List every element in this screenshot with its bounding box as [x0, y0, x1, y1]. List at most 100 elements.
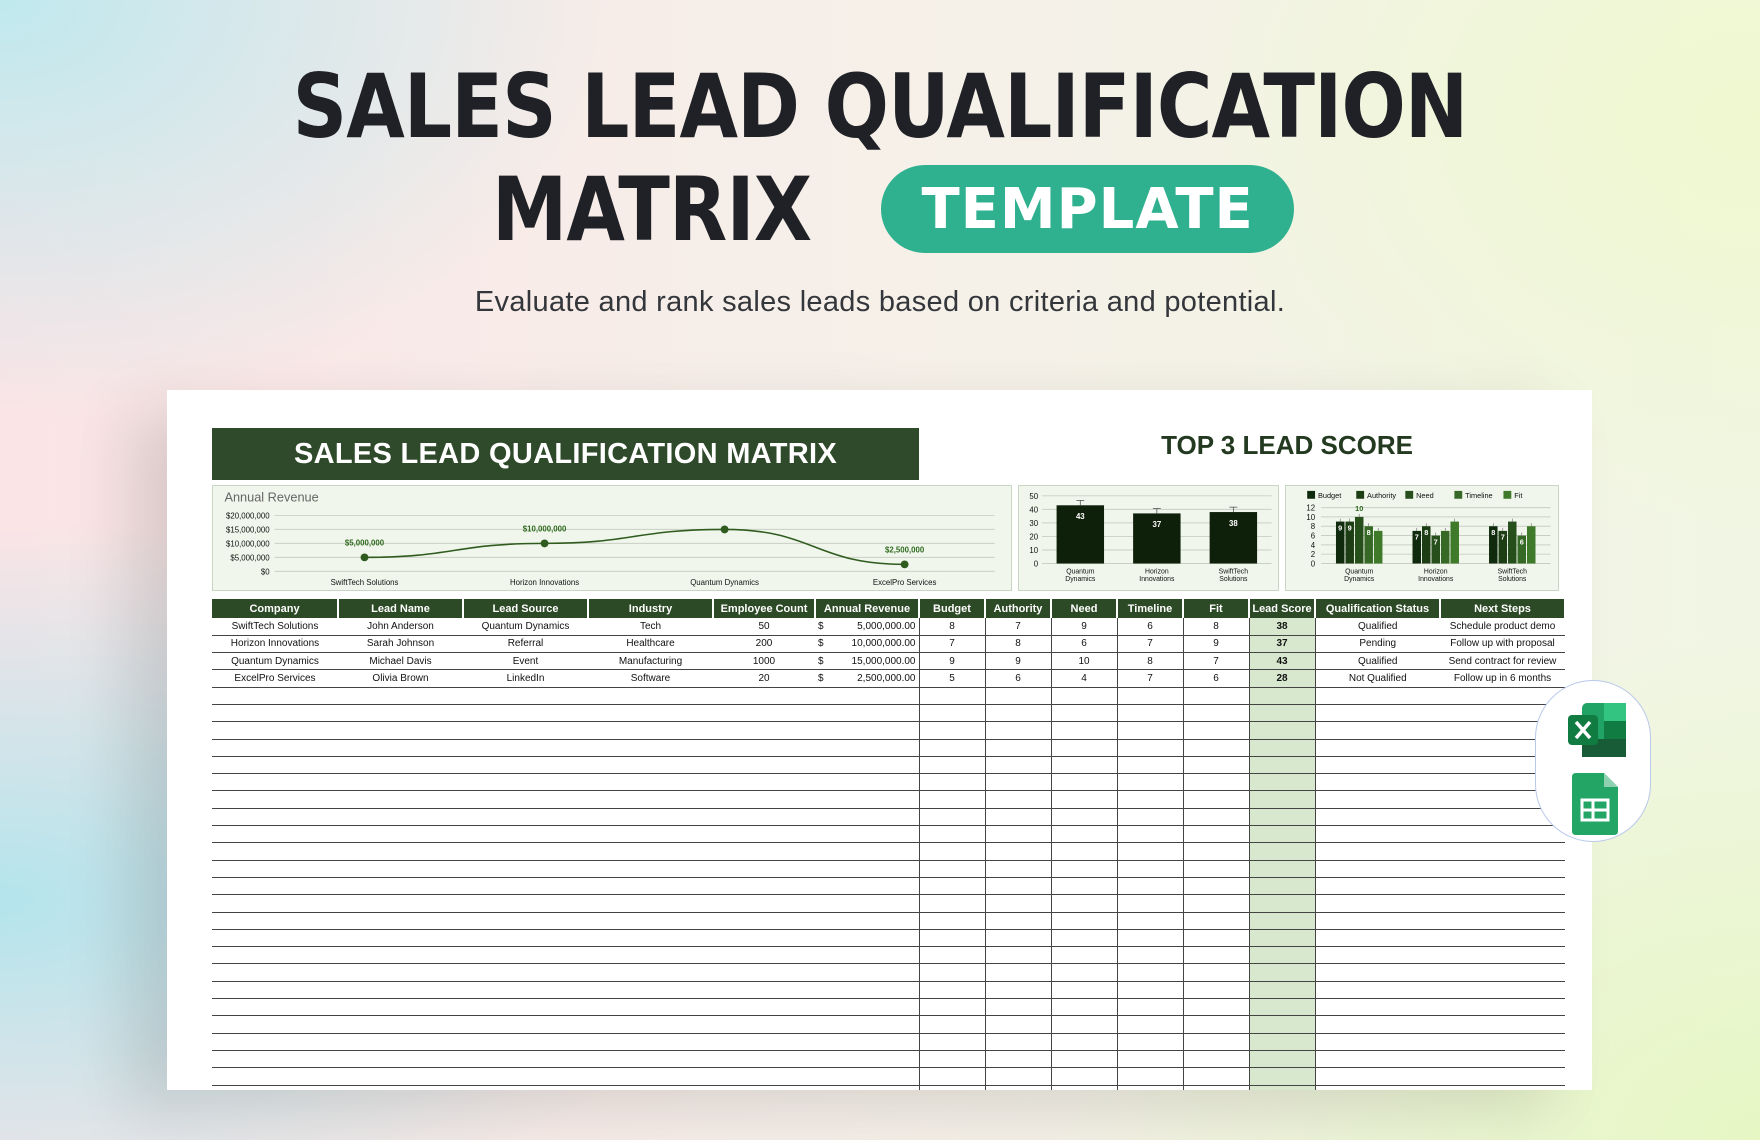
empty-cell[interactable]: [212, 946, 338, 965]
empty-cell[interactable]: [1051, 1033, 1118, 1051]
empty-cell[interactable]: [1183, 998, 1250, 1017]
empty-cell[interactable]: [338, 773, 463, 792]
empty-cell[interactable]: [1440, 808, 1565, 827]
empty-cell[interactable]: [338, 1033, 463, 1051]
empty-cell[interactable]: [1117, 739, 1184, 757]
empty-cell[interactable]: [1249, 1067, 1316, 1086]
empty-cell[interactable]: [463, 1050, 588, 1069]
empty-cell[interactable]: [212, 912, 338, 930]
empty-cell[interactable]: [919, 1067, 986, 1086]
empty-cell[interactable]: [1440, 1050, 1565, 1069]
empty-cell[interactable]: [1440, 1033, 1565, 1051]
empty-cell[interactable]: [815, 912, 920, 930]
empty-cell[interactable]: [1051, 687, 1118, 705]
empty-cell[interactable]: [1249, 808, 1316, 827]
empty-cell[interactable]: [815, 756, 920, 775]
empty-cell[interactable]: [1183, 860, 1250, 878]
empty-cell[interactable]: [985, 756, 1052, 775]
empty-cell[interactable]: [1249, 981, 1316, 1000]
cell-budget[interactable]: 9: [919, 652, 986, 671]
cell-timeline[interactable]: 7: [1117, 635, 1184, 654]
empty-cell[interactable]: [1440, 842, 1565, 861]
empty-cell[interactable]: [1051, 1067, 1118, 1086]
empty-cell[interactable]: [1440, 739, 1565, 757]
empty-cell[interactable]: [1249, 929, 1316, 948]
cell-fit[interactable]: 7: [1183, 652, 1250, 671]
cell-next[interactable]: Follow up in 6 months: [1440, 669, 1565, 688]
cell-source[interactable]: LinkedIn: [463, 669, 588, 688]
empty-cell[interactable]: [338, 1085, 463, 1090]
empty-cell[interactable]: [815, 963, 920, 982]
empty-cell[interactable]: [338, 825, 463, 844]
cell-company[interactable]: Horizon Innovations: [212, 635, 338, 654]
empty-cell[interactable]: [1117, 842, 1184, 861]
empty-cell[interactable]: [463, 721, 588, 740]
cell-employees[interactable]: 200: [713, 635, 815, 654]
empty-cell[interactable]: [1051, 877, 1118, 896]
cell-need[interactable]: 4: [1051, 669, 1118, 688]
empty-cell[interactable]: [212, 981, 338, 1000]
empty-cell[interactable]: [1117, 912, 1184, 930]
empty-cell[interactable]: [588, 963, 713, 982]
empty-cell[interactable]: [463, 1067, 588, 1086]
empty-cell[interactable]: [919, 1015, 986, 1034]
empty-cell[interactable]: [212, 1050, 338, 1069]
empty-cell[interactable]: [212, 963, 338, 982]
empty-cell[interactable]: [985, 808, 1052, 827]
empty-cell[interactable]: [1249, 842, 1316, 861]
empty-cell[interactable]: [1183, 704, 1250, 723]
empty-cell[interactable]: [463, 929, 588, 948]
empty-cell[interactable]: [1440, 894, 1565, 913]
empty-cell[interactable]: [463, 894, 588, 913]
empty-cell[interactable]: [212, 687, 338, 705]
cell-authority[interactable]: 6: [985, 669, 1052, 688]
empty-cell[interactable]: [919, 687, 986, 705]
empty-cell[interactable]: [1117, 998, 1184, 1017]
cell-score[interactable]: 38: [1249, 618, 1316, 636]
empty-cell[interactable]: [338, 687, 463, 705]
cell-budget[interactable]: 7: [919, 635, 986, 654]
empty-cell[interactable]: [1249, 756, 1316, 775]
empty-cell[interactable]: [1117, 756, 1184, 775]
empty-cell[interactable]: [815, 790, 920, 809]
empty-cell[interactable]: [1183, 721, 1250, 740]
empty-cell[interactable]: [713, 704, 815, 723]
empty-cell[interactable]: [985, 773, 1052, 792]
empty-cell[interactable]: [919, 756, 986, 775]
cell-need[interactable]: 10: [1051, 652, 1118, 671]
empty-cell[interactable]: [985, 963, 1052, 982]
empty-cell[interactable]: [588, 860, 713, 878]
empty-cell[interactable]: [1117, 1015, 1184, 1034]
empty-cell[interactable]: [1051, 963, 1118, 982]
empty-cell[interactable]: [588, 739, 713, 757]
empty-cell[interactable]: [815, 1033, 920, 1051]
empty-cell[interactable]: [463, 825, 588, 844]
empty-cell[interactable]: [713, 912, 815, 930]
empty-cell[interactable]: [815, 808, 920, 827]
empty-cell[interactable]: [985, 912, 1052, 930]
empty-cell[interactable]: [588, 704, 713, 723]
empty-cell[interactable]: [1051, 1050, 1118, 1069]
empty-cell[interactable]: [588, 1085, 713, 1090]
empty-cell[interactable]: [1315, 1085, 1440, 1090]
empty-cell[interactable]: [463, 998, 588, 1017]
empty-cell[interactable]: [1440, 721, 1565, 740]
empty-cell[interactable]: [212, 1033, 338, 1051]
empty-cell[interactable]: [815, 929, 920, 948]
empty-cell[interactable]: [919, 704, 986, 723]
empty-cell[interactable]: [338, 1050, 463, 1069]
empty-cell[interactable]: [1440, 1015, 1565, 1034]
empty-cell[interactable]: [1315, 963, 1440, 982]
cell-industry[interactable]: Healthcare: [588, 635, 713, 654]
empty-cell[interactable]: [1183, 756, 1250, 775]
cell-company[interactable]: ExcelPro Services: [212, 669, 338, 688]
empty-cell[interactable]: [1183, 1050, 1250, 1069]
empty-cell[interactable]: [588, 1050, 713, 1069]
empty-cell[interactable]: [212, 842, 338, 861]
empty-cell[interactable]: [1315, 704, 1440, 723]
cell-lead-name[interactable]: Olivia Brown: [338, 669, 463, 688]
empty-cell[interactable]: [338, 1015, 463, 1034]
cell-need[interactable]: 9: [1051, 618, 1118, 636]
empty-cell[interactable]: [1315, 773, 1440, 792]
empty-cell[interactable]: [1051, 790, 1118, 809]
